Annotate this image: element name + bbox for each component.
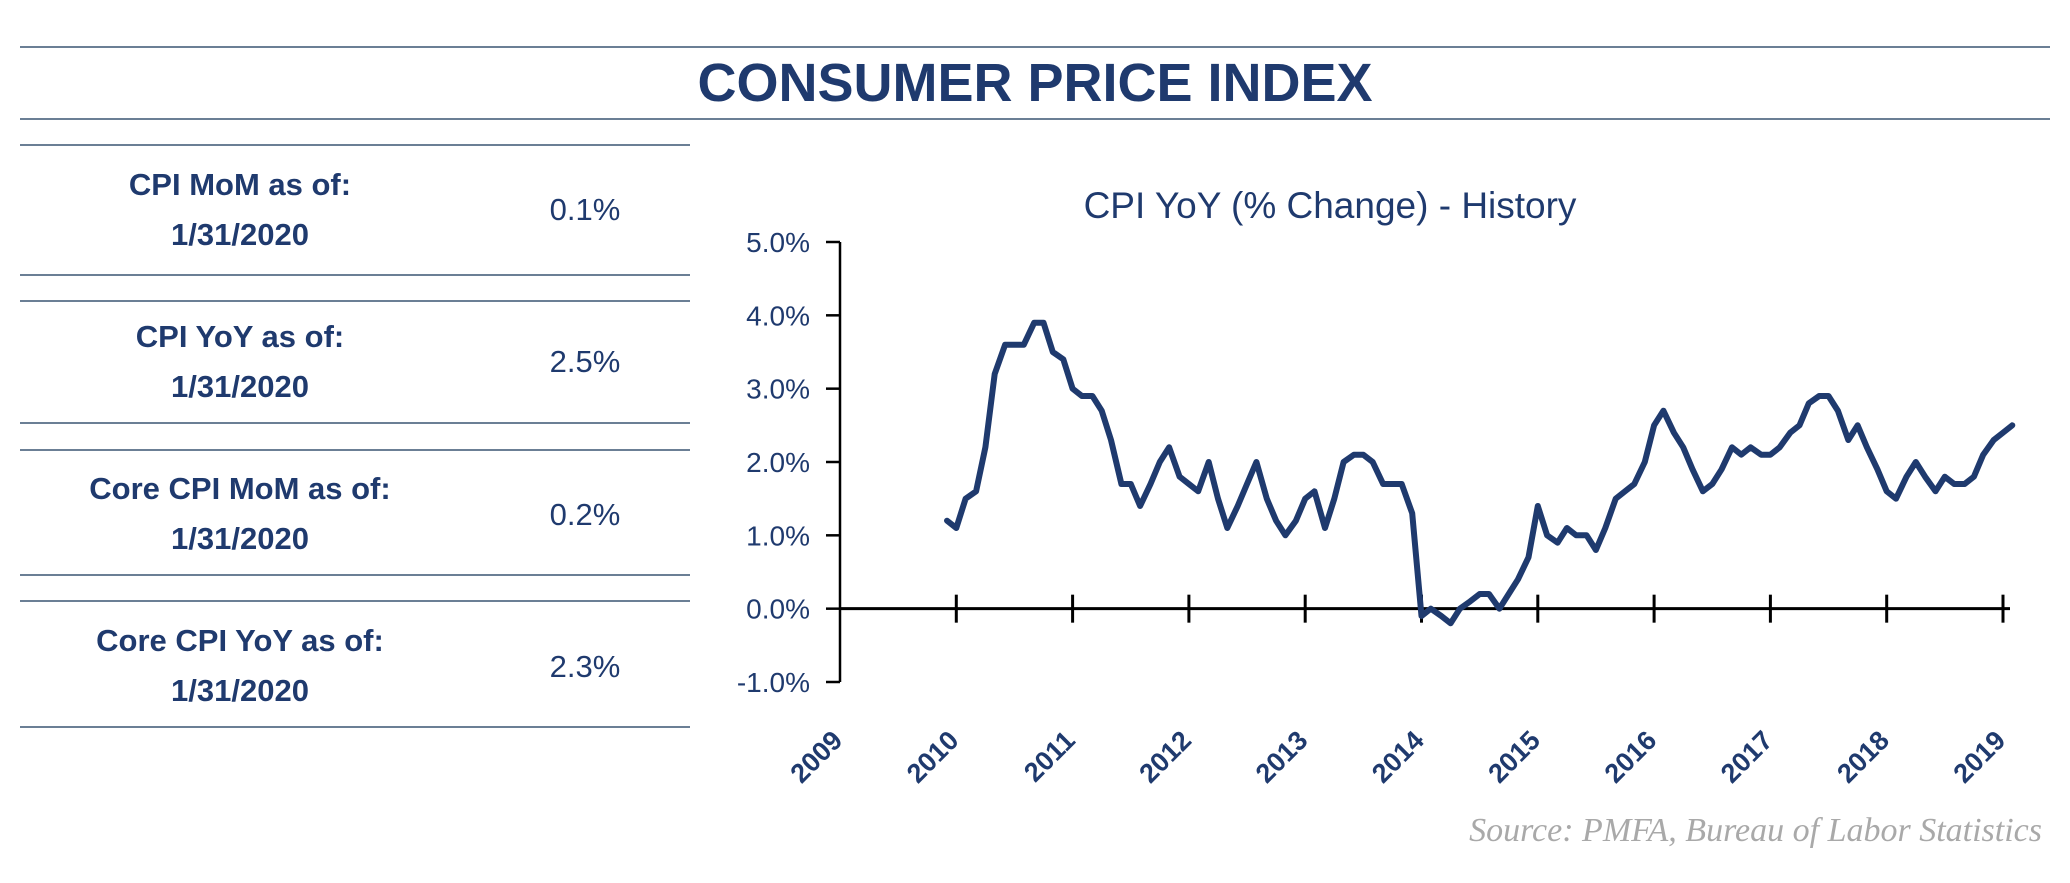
- stat-label-cpi-mom: CPI MoM as of: 1/31/2020: [20, 160, 460, 260]
- stat-label-line: CPI MoM as of:: [128, 167, 352, 202]
- x-tick-label: 2013: [1250, 725, 1314, 789]
- x-tick-label: 2017: [1715, 725, 1779, 789]
- x-tick-label: 2011: [1018, 725, 1081, 788]
- cpi-yoy-line: [944, 319, 2016, 627]
- x-tick-label: 2009: [785, 725, 849, 789]
- page-title: CONSUMER PRICE INDEX: [697, 53, 1373, 113]
- stat-label-core-cpi-mom: Core CPI MoM as of: 1/31/2020: [20, 464, 460, 564]
- x-tick-label: 2016: [1599, 725, 1663, 789]
- stat-value-core-cpi-mom: 0.2%: [549, 497, 621, 532]
- stat-label-date: 1/31/2020: [171, 673, 309, 708]
- stat-label-cpi-yoy: CPI YoY as of: 1/31/2020: [20, 312, 460, 412]
- x-tick-label: 2012: [1133, 725, 1197, 789]
- y-tick-label: 4.0%: [746, 300, 810, 331]
- stats-rule: [20, 726, 690, 728]
- stat-value-core-cpi-yoy: 2.3%: [549, 649, 621, 684]
- y-tick-label: 2.0%: [746, 447, 810, 478]
- x-tick-label: 2014: [1366, 725, 1430, 789]
- stats-rule: [20, 574, 690, 576]
- x-ticks: 2009 2010 2011 2012 2013 2014 2015 2016 2017 2018…: [785, 594, 2012, 789]
- stats-rule: [20, 274, 690, 276]
- title-rule: [20, 118, 2050, 120]
- source-note: Source: PMFA, Bureau of Labor Statistics: [1469, 812, 2042, 849]
- y-tick-label: 0.0%: [746, 594, 810, 625]
- stat-label-core-cpi-yoy: Core CPI YoY as of: 1/31/2020: [20, 616, 460, 716]
- y-ticks: -1.0% 0.0% 1.0% 2.0% 3.0% 4.0% 5.0%: [737, 227, 840, 698]
- stat-label-line: Core CPI MoM as of:: [89, 471, 391, 506]
- stat-label-line: Core CPI YoY as of:: [96, 623, 384, 658]
- y-tick-label: 1.0%: [746, 520, 810, 551]
- stat-label-date: 1/31/2020: [171, 369, 309, 404]
- stats-rule: [20, 600, 690, 602]
- stat-label-date: 1/31/2020: [171, 217, 309, 252]
- stats-rule: [20, 300, 690, 302]
- stat-value-cpi-yoy: 2.5%: [549, 344, 621, 379]
- stat-label-line: CPI YoY as of:: [135, 319, 345, 354]
- top-rule: [20, 46, 2050, 48]
- stats-rule: [20, 449, 690, 451]
- x-tick-label: 2015: [1482, 725, 1546, 789]
- y-tick-label: -1.0%: [737, 667, 810, 698]
- chart-title: CPI YoY (% Change) - History: [1084, 185, 1577, 226]
- stat-label-date: 1/31/2020: [171, 521, 309, 556]
- stat-value-cpi-mom: 0.1%: [549, 192, 621, 227]
- y-tick-label: 3.0%: [746, 374, 810, 405]
- y-tick-label: 5.0%: [746, 227, 810, 258]
- stats-rule: [20, 144, 690, 146]
- x-tick-label: 2019: [1948, 725, 2012, 789]
- stats-rule: [20, 422, 690, 424]
- x-tick-label: 2010: [901, 725, 965, 789]
- x-tick-label: 2018: [1831, 725, 1895, 789]
